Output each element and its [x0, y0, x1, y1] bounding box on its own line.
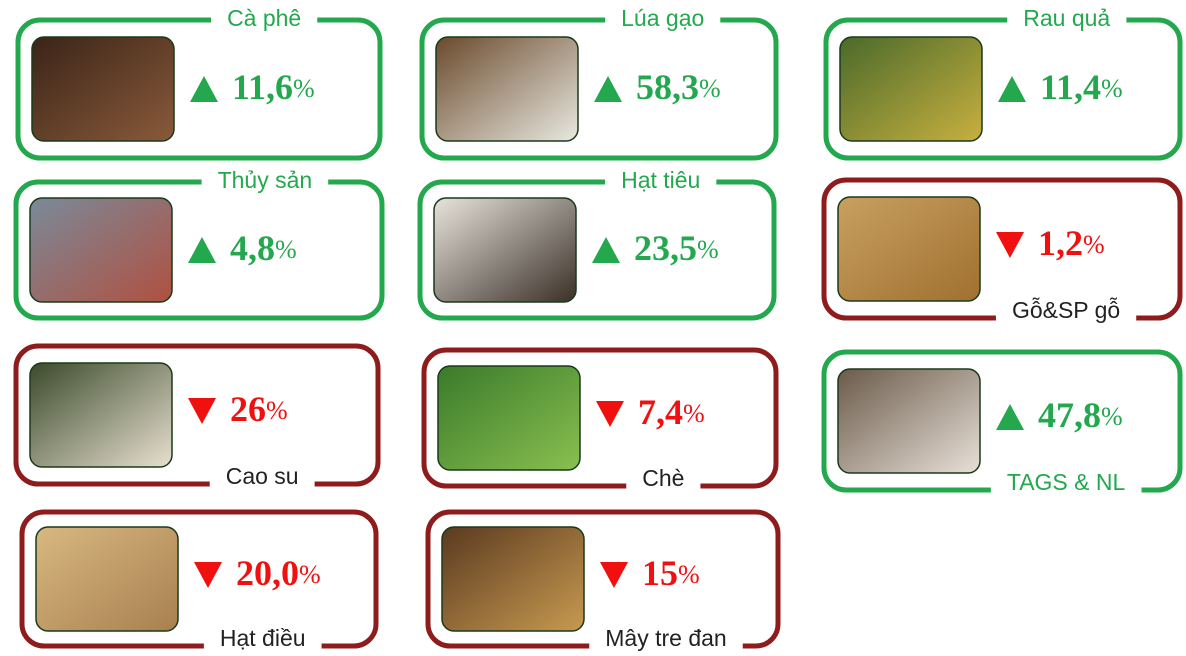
label-bg — [990, 484, 1142, 496]
unit: % — [1083, 230, 1105, 259]
value: 1,2 — [1038, 223, 1083, 263]
up-arrow — [188, 237, 216, 263]
card: 11,6% Cà phê — [15, 5, 383, 161]
value: 26 — [230, 389, 266, 429]
card-border — [421, 347, 779, 489]
down-arrow — [600, 562, 628, 588]
label-bg — [589, 640, 743, 652]
card: 4,8% Thủy sản — [13, 167, 385, 321]
value: 15 — [642, 553, 678, 593]
up-arrow — [998, 76, 1026, 102]
label-bg — [209, 478, 315, 490]
item-name: Thủy sản — [218, 167, 313, 193]
change-value: 20,0% — [236, 553, 321, 593]
label-bg — [626, 480, 701, 492]
item-image — [441, 526, 585, 632]
value: 23,5 — [634, 228, 697, 268]
card: 47,8% TAGS & NL — [821, 349, 1183, 496]
card-border — [13, 179, 385, 321]
item-name: Cà phê — [227, 5, 301, 31]
change-value: 15% — [642, 553, 700, 593]
change-value: 23,5% — [634, 228, 719, 268]
value: 11,4 — [1040, 67, 1101, 107]
label-bg — [605, 176, 717, 188]
card-border — [15, 17, 383, 161]
down-arrow — [596, 401, 624, 427]
card: 15% Mây tre đan — [425, 509, 781, 652]
item-image — [837, 368, 981, 474]
card: 11,4% Rau quả — [823, 5, 1183, 161]
label-bg — [605, 14, 721, 26]
card: 23,5% Hạt tiêu — [417, 167, 777, 321]
item-image — [437, 365, 581, 471]
value: 58,3 — [636, 67, 699, 107]
unit: % — [266, 396, 288, 425]
card: 20,0% Hạt điều — [19, 509, 379, 652]
value: 11,6 — [232, 67, 293, 107]
label-bg — [211, 14, 318, 26]
item-name: Mây tre đan — [605, 625, 726, 651]
card-border — [419, 17, 779, 161]
unit: % — [678, 560, 700, 589]
item-image — [31, 36, 175, 142]
item-image — [435, 36, 579, 142]
change-value: 26% — [230, 389, 288, 429]
card-border — [823, 17, 1183, 161]
item-image — [29, 197, 173, 303]
card-border — [13, 343, 381, 487]
unit: % — [275, 235, 297, 264]
unit: % — [1101, 74, 1123, 103]
card: 7,4% Chè — [421, 347, 779, 492]
label-bg — [203, 640, 322, 652]
change-value: 1,2% — [1038, 223, 1105, 263]
item-image — [433, 197, 577, 303]
unit: % — [293, 74, 315, 103]
change-value: 11,6% — [232, 67, 315, 107]
item-image — [839, 36, 983, 142]
item-name: TAGS & NL — [1007, 469, 1126, 495]
down-arrow — [996, 232, 1024, 258]
change-value: 11,4% — [1040, 67, 1123, 107]
change-value: 47,8% — [1038, 395, 1123, 435]
item-name: Chè — [642, 465, 684, 491]
item-name: Lúa gạo — [621, 5, 704, 31]
label-bg — [201, 176, 329, 188]
value: 7,4 — [638, 392, 683, 432]
item-name: Rau quả — [1023, 5, 1110, 31]
down-arrow — [194, 562, 222, 588]
card-border — [19, 509, 379, 649]
value: 4,8 — [230, 228, 275, 268]
up-arrow — [594, 76, 622, 102]
label-bg — [1007, 14, 1127, 26]
change-value: 7,4% — [638, 392, 705, 432]
item-name: Hạt tiêu — [621, 167, 700, 193]
item-image — [29, 362, 173, 468]
card: 1,2% Gỗ&SP gỗ — [821, 177, 1183, 324]
change-value: 58,3% — [636, 67, 721, 107]
down-arrow — [188, 398, 216, 424]
up-arrow — [190, 76, 218, 102]
unit: % — [299, 560, 321, 589]
item-name: Gỗ&SP gỗ — [1012, 297, 1120, 323]
change-value: 4,8% — [230, 228, 297, 268]
card-border — [417, 179, 777, 321]
card: 26% Cao su — [13, 343, 381, 490]
item-image — [35, 526, 179, 632]
value: 47,8 — [1038, 395, 1101, 435]
item-image — [837, 196, 981, 302]
unit: % — [697, 235, 719, 264]
item-name: Cao su — [226, 463, 299, 489]
unit: % — [1101, 402, 1123, 431]
item-name: Hạt điều — [220, 625, 306, 651]
up-arrow — [996, 404, 1024, 430]
value: 20,0 — [236, 553, 299, 593]
up-arrow — [592, 237, 620, 263]
label-bg — [995, 312, 1137, 324]
unit: % — [699, 74, 721, 103]
card: 58,3% Lúa gạo — [419, 5, 779, 161]
unit: % — [683, 399, 705, 428]
